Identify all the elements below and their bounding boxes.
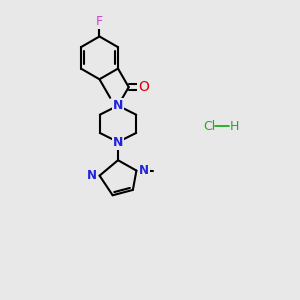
Text: H: H: [230, 120, 239, 133]
Text: N: N: [139, 164, 149, 177]
Text: F: F: [96, 14, 103, 28]
Text: N: N: [113, 136, 123, 148]
Text: O: O: [138, 80, 149, 94]
Text: Cl: Cl: [203, 120, 216, 133]
Text: N: N: [87, 169, 97, 182]
Text: N: N: [113, 99, 123, 112]
